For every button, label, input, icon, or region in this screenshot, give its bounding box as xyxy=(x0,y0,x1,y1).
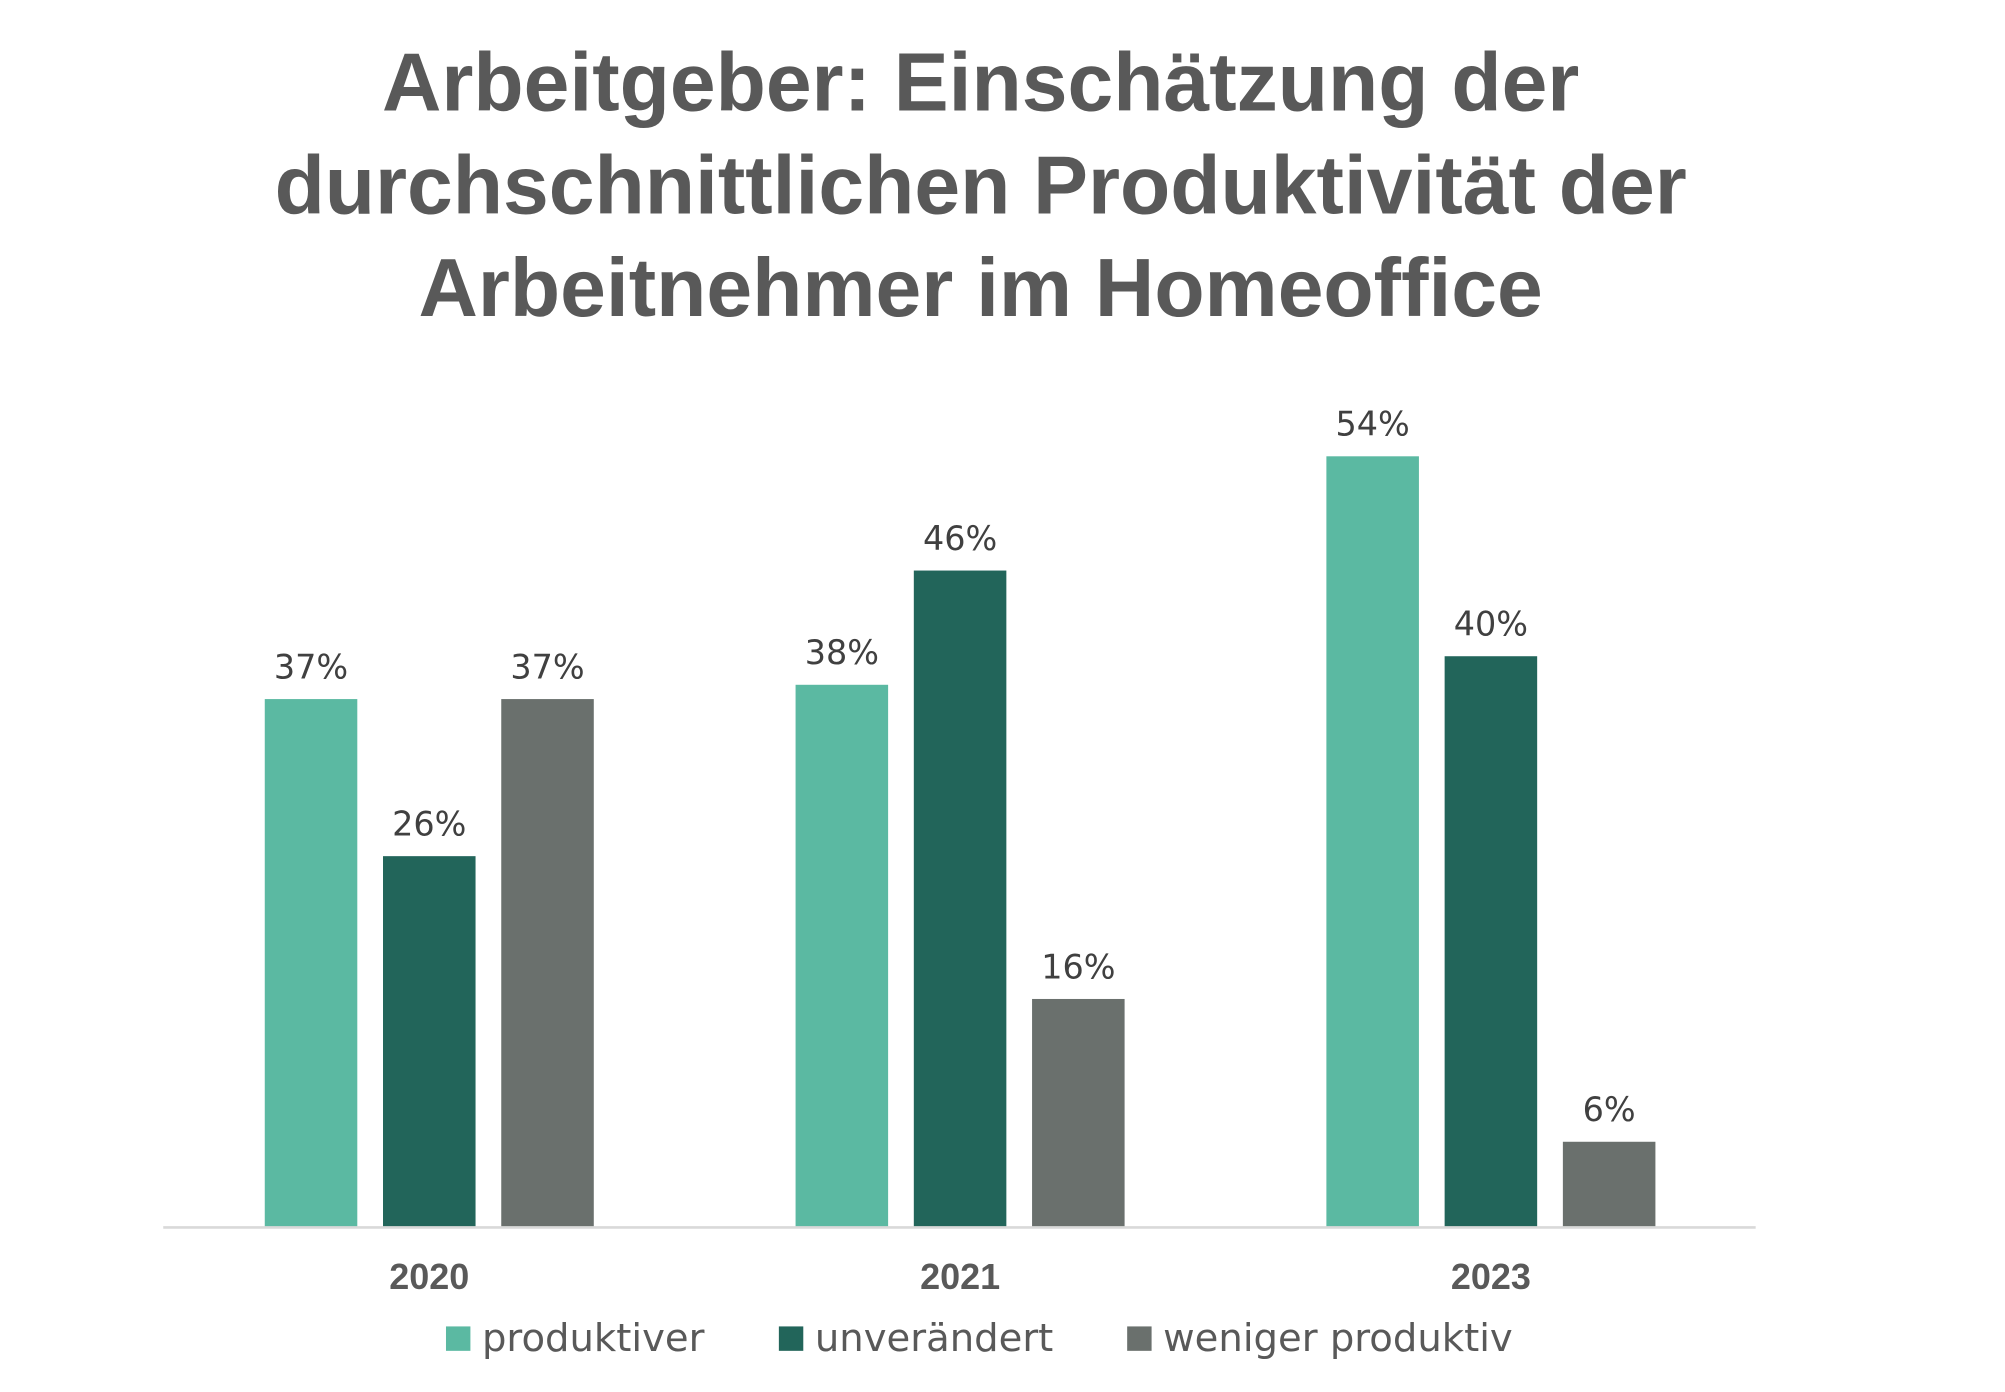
chart-title: Arbeitgeber: Einschätzung der durchschni… xyxy=(275,38,1687,335)
bar-2020-2 xyxy=(501,699,594,1228)
legend-swatch xyxy=(1127,1326,1152,1351)
legend-swatch xyxy=(778,1326,804,1351)
legend-label: unverändert xyxy=(815,1316,1053,1361)
data-label: 37% xyxy=(510,648,584,687)
title-line-3: Arbeitnehmer im Homeoffice xyxy=(418,243,1542,334)
data-label: 46% xyxy=(923,519,997,558)
data-label: 6% xyxy=(1583,1090,1636,1129)
data-label: 16% xyxy=(1041,947,1115,986)
bar-2021-0 xyxy=(795,684,889,1228)
bar-2023-1 xyxy=(1444,656,1538,1228)
data-label: 40% xyxy=(1454,605,1528,644)
legend: produktiver unverändert weniger produktiv xyxy=(445,1316,1513,1361)
bar-2020-0 xyxy=(264,699,358,1228)
bar-2020-1 xyxy=(383,856,476,1228)
x-axis-ticks: 2020 2021 2023 xyxy=(389,1256,1531,1297)
x-tick-label: 2021 xyxy=(920,1256,1000,1297)
legend-label: weniger produktiv xyxy=(1163,1316,1513,1361)
x-tick-label: 2023 xyxy=(1451,1256,1531,1297)
bar-2023-0 xyxy=(1326,456,1419,1228)
bar-2023-2 xyxy=(1562,1141,1656,1228)
legend-label: produktiver xyxy=(482,1316,705,1361)
data-label: 26% xyxy=(392,805,466,844)
bar-2021-1 xyxy=(913,570,1007,1228)
x-tick-label: 2020 xyxy=(389,1256,469,1297)
data-label: 38% xyxy=(805,633,879,672)
title-line-1: Arbeitgeber: Einschätzung der xyxy=(382,38,1579,129)
bar-2021-2 xyxy=(1032,998,1125,1228)
title-line-2: durchschnittlichen Produktivität der xyxy=(275,140,1687,231)
data-label: 54% xyxy=(1336,405,1410,444)
bars: 37% 26% 37% 38% 46% 16% 54% 40% 6% xyxy=(264,405,1656,1228)
data-label: 37% xyxy=(274,648,348,687)
legend-swatch xyxy=(445,1326,471,1351)
